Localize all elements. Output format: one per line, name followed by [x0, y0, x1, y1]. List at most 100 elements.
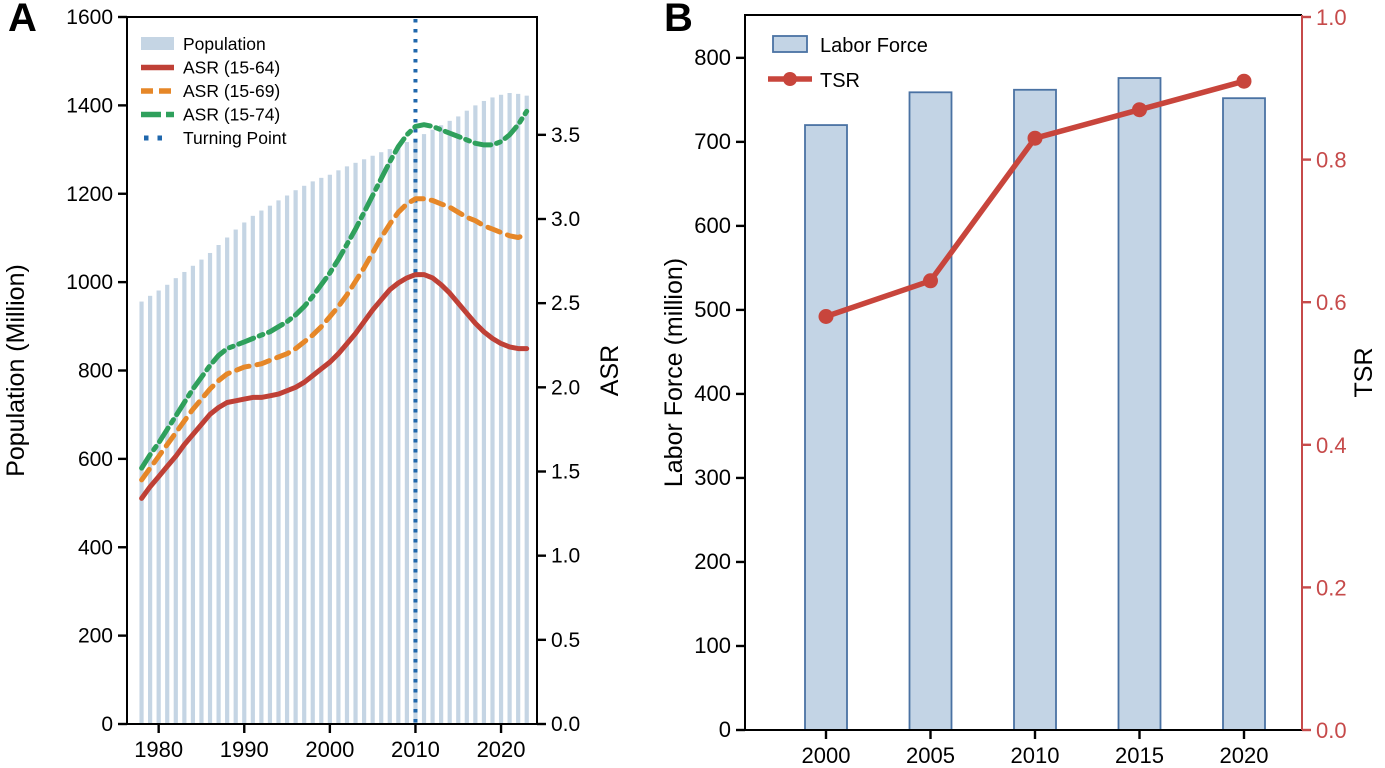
- x-tick-label: 1980: [134, 737, 183, 762]
- x-tick-label: 1990: [220, 737, 269, 762]
- y-tick-label: 2.5: [551, 292, 580, 315]
- population-bar: [404, 142, 409, 724]
- legend-label: TSR: [820, 70, 860, 92]
- x-tick-label: 2010: [1011, 743, 1060, 768]
- population-bar: [207, 252, 213, 724]
- y-tick-label: 1.0: [1316, 5, 1347, 30]
- x-tick-label: 2020: [477, 737, 526, 762]
- panel-a-right-axis-title: ASR: [596, 345, 624, 396]
- population-bar: [361, 159, 367, 724]
- population-bar: [353, 162, 358, 725]
- x-tick-label: 2020: [1220, 743, 1269, 768]
- y-tick-label: 0: [719, 717, 731, 742]
- population-bar: [216, 245, 221, 724]
- population-bar: [233, 229, 238, 724]
- asr-15-69-line: [139, 196, 530, 483]
- population-bar: [225, 237, 230, 725]
- y-tick-label: 700: [694, 129, 731, 154]
- y-tick-label: 0.8: [1316, 148, 1347, 173]
- population-bar: [430, 129, 435, 725]
- y-tick-label: 400: [78, 536, 113, 559]
- population-bar: [139, 301, 144, 724]
- population-bar: [473, 105, 478, 724]
- population-bar: [148, 295, 153, 724]
- legend-label: ASR (15-69): [183, 81, 280, 101]
- population-bar: [199, 259, 204, 724]
- y-tick-label: 100: [694, 633, 731, 658]
- population-bar: [284, 195, 290, 724]
- y-tick-label: 1400: [66, 94, 113, 117]
- population-bar: [302, 185, 307, 724]
- population-bar: [344, 166, 350, 724]
- population-bar: [421, 134, 427, 725]
- y-tick-label: 200: [694, 549, 731, 574]
- asr-15-74-line: [139, 108, 530, 471]
- panel-b-spines: [744, 14, 1302, 731]
- legend-swatch-tsr-marker: [783, 72, 797, 86]
- y-tick-label: 800: [78, 360, 113, 383]
- y-tick-label: 1200: [66, 183, 113, 206]
- tsr-marker: [1132, 102, 1147, 118]
- tsr-marker: [818, 309, 834, 324]
- population-bar: [190, 265, 196, 724]
- labor-force-bar: [804, 124, 848, 731]
- population-bar: [173, 278, 178, 724]
- legend-label: Turning Point: [183, 128, 287, 148]
- labor-force-bar: [908, 91, 953, 731]
- population-bar: [498, 94, 504, 724]
- tsr-marker: [923, 273, 938, 289]
- panel-a-y-axis-title: Population (Million): [2, 264, 30, 477]
- y-tick-label: 0.4: [1316, 433, 1347, 458]
- y-tick-label: 0: [101, 713, 113, 736]
- population-bar: [387, 149, 392, 725]
- y-tick-label: 3.0: [551, 208, 580, 231]
- population-bar: [439, 125, 444, 724]
- population-bar: [182, 271, 187, 724]
- y-tick-label: 1.5: [551, 461, 580, 484]
- legend-swatch-population: [141, 37, 174, 50]
- y-tick-label: 0.2: [1316, 575, 1347, 600]
- x-tick-label: 2000: [305, 737, 354, 762]
- population-bar: [507, 93, 512, 724]
- population-bar: [293, 190, 298, 725]
- legend-label: Labor Force: [820, 35, 928, 57]
- population-bar: [456, 116, 461, 724]
- x-tick-label: 2000: [802, 743, 851, 768]
- tsr-marker: [1027, 130, 1043, 146]
- population-bar: [276, 200, 281, 725]
- y-tick-label: 1.0: [551, 545, 580, 568]
- panel-b-right-axis-title: TSR: [1350, 348, 1378, 398]
- population-bar: [259, 210, 264, 724]
- y-tick-label: 300: [694, 465, 731, 490]
- legend-label: ASR (15-64): [183, 58, 280, 78]
- legend-label: ASR (15-74): [183, 105, 280, 125]
- panel-b-y-axis-title: Labor Force (million): [660, 258, 688, 487]
- population-bar: [516, 93, 521, 725]
- y-tick-label: 2.0: [551, 376, 580, 399]
- population-bar: [481, 100, 487, 725]
- tsr-marker: [1236, 73, 1252, 89]
- x-tick-label: 2010: [391, 737, 440, 762]
- legend-label: Population: [183, 34, 266, 54]
- population-bar: [165, 284, 170, 724]
- legend-swatch-labor-force: [772, 35, 808, 53]
- population-bar: [319, 177, 324, 724]
- y-tick-label: 0.0: [1316, 718, 1347, 743]
- population-bar: [327, 174, 332, 724]
- panel-label-a: A: [8, 0, 37, 40]
- population-bar: [379, 152, 384, 724]
- asr-15-64-line: [139, 272, 530, 501]
- y-tick-label: 200: [78, 625, 113, 648]
- population-bar: [396, 145, 401, 724]
- panel-label-b: B: [664, 0, 693, 40]
- population-bar: [524, 95, 529, 724]
- y-tick-label: 800: [694, 45, 731, 70]
- x-tick-label: 2015: [1115, 743, 1164, 768]
- population-bar: [464, 110, 469, 725]
- population-bar: [370, 155, 375, 724]
- labor-force-bar: [1013, 88, 1057, 731]
- y-tick-label: 600: [694, 213, 731, 238]
- population-bar: [447, 120, 452, 724]
